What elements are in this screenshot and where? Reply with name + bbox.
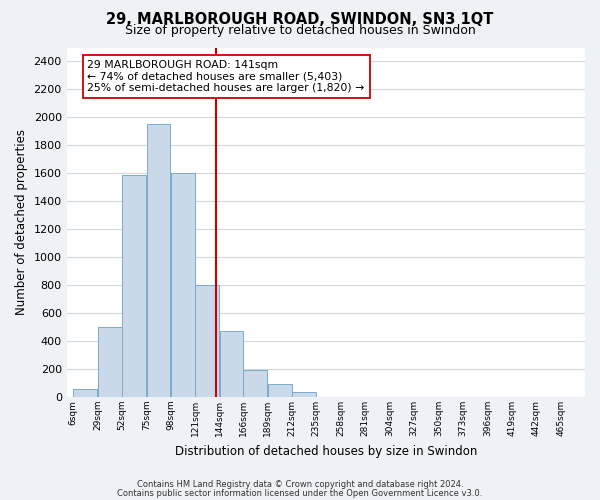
Bar [268,384,292,397]
Text: Contains HM Land Registry data © Crown copyright and database right 2024.: Contains HM Land Registry data © Crown c… [137,480,463,489]
Text: Contains public sector information licensed under the Open Government Licence v3: Contains public sector information licen… [118,488,482,498]
Bar [220,332,243,397]
Text: 29, MARLBOROUGH ROAD, SWINDON, SN3 1QT: 29, MARLBOROUGH ROAD, SWINDON, SN3 1QT [106,12,494,28]
Text: Size of property relative to detached houses in Swindon: Size of property relative to detached ho… [125,24,475,37]
Bar [292,392,316,397]
Bar [171,174,195,397]
Bar [98,327,122,397]
X-axis label: Distribution of detached houses by size in Swindon: Distribution of detached houses by size … [175,444,477,458]
Y-axis label: Number of detached properties: Number of detached properties [15,130,28,316]
Bar [146,124,170,397]
Bar [243,370,267,397]
Text: 29 MARLBOROUGH ROAD: 141sqm
← 74% of detached houses are smaller (5,403)
25% of : 29 MARLBOROUGH ROAD: 141sqm ← 74% of det… [88,60,365,93]
Bar [122,176,146,397]
Bar [73,390,97,397]
Bar [196,285,220,397]
